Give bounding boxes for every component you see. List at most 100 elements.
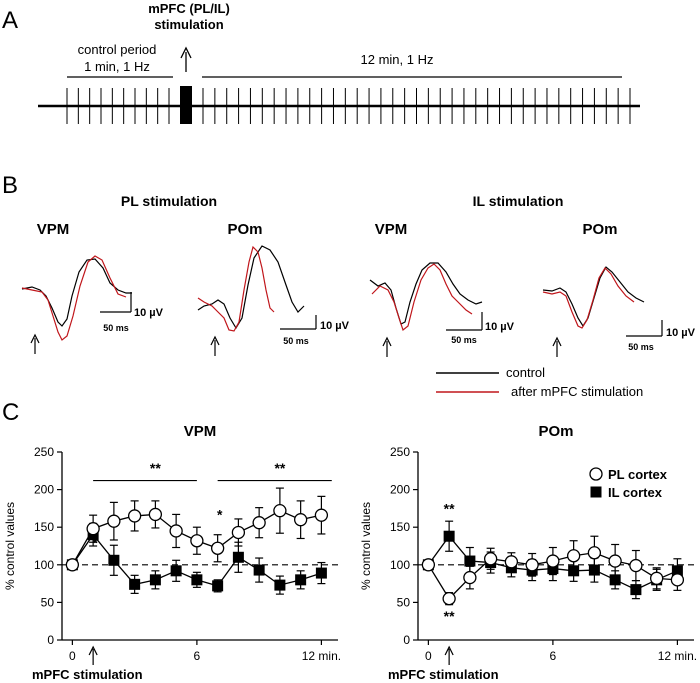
x-tick-label: 0 [425, 649, 432, 663]
legend-label: IL cortex [608, 485, 663, 500]
stim-title-line1: mPFC (PL/IL) [148, 1, 230, 16]
trace-pl-pom: POm 10 µV 50 ms [197, 221, 350, 356]
data-point-circle [566, 549, 581, 563]
data-point-square [295, 574, 307, 586]
stim-arrow [382, 336, 392, 357]
group-title-il: IL stimulation [473, 193, 564, 209]
x-tick-label: 6 [550, 649, 557, 663]
data-point-circle [65, 558, 80, 572]
legend-marker-circle [589, 467, 603, 481]
data-point-circle [525, 558, 539, 572]
data-point-circle [649, 571, 664, 585]
data-point-circle [293, 513, 308, 527]
data-point-circle [587, 546, 602, 560]
chart-pom: POm 0 50 100 150 200 250 0 6 12 min. % control val… [359, 423, 697, 682]
data-point-square [609, 574, 621, 586]
data-point-circle [629, 558, 643, 573]
data-point-circle [190, 534, 204, 548]
stim-title-line2: stimulation [154, 17, 223, 32]
data-point-circle [463, 570, 477, 585]
stim-arrow [552, 336, 562, 357]
panel-label-a: A [2, 7, 18, 34]
x-axis-label: mPFC stimulation [388, 667, 499, 682]
control-trace [21, 258, 132, 327]
data-point-circle [421, 558, 436, 572]
x-tick-label: 0 [69, 649, 76, 663]
x-axis-label: mPFC stimulation [32, 667, 143, 682]
stim-arrow-icon [444, 645, 454, 656]
data-point-circle [442, 591, 456, 606]
data-point-square [630, 584, 642, 596]
scale-time-label: 50 ms [451, 335, 477, 345]
scale-amp-label: 10 µV [666, 327, 696, 339]
significance-mark: ** [444, 608, 455, 624]
trace-label: POm [582, 221, 617, 238]
stim-arrow-icon [88, 645, 98, 656]
y-tick-label: 0 [403, 633, 410, 647]
trace-label: VPM [37, 221, 70, 238]
data-point-square [274, 579, 286, 591]
data-point-circle [231, 525, 246, 540]
y-tick-label: 200 [34, 483, 54, 497]
trace-legend: control after mPFC stimulation [436, 365, 643, 399]
data-point-circle [210, 541, 225, 555]
chart-title: POm [538, 423, 573, 440]
stim-arrow-a [180, 46, 192, 72]
legend-label: PL cortex [608, 467, 668, 482]
significance-mark: * [92, 535, 98, 551]
data-point-circle [107, 514, 121, 528]
x-tick-label: 12 min. [302, 649, 341, 663]
trace-pl-vpm: VPM 10 µV 50 ms [21, 221, 164, 354]
timeline-ticks [66, 88, 631, 124]
data-point-circle [546, 554, 560, 568]
y-tick-label: 0 [47, 633, 54, 647]
data-point-square [108, 554, 120, 566]
significance-mark: * [217, 507, 223, 523]
legend-marker-square [590, 486, 602, 498]
scale-time-label: 50 ms [283, 336, 309, 346]
data-point-square [149, 574, 161, 586]
data-point-circle [148, 507, 163, 522]
trace-il-pom: POm 10 µV 50 ms [542, 221, 696, 357]
control-rate-label: 1 min, 1 Hz [84, 59, 150, 74]
control-trace [369, 262, 483, 325]
panel-label-c: C [2, 399, 19, 426]
stim-arrow [30, 333, 40, 354]
scale-time-label: 50 ms [103, 323, 129, 333]
post-period-label: 12 min, 1 Hz [361, 52, 434, 67]
scale-amp-label: 10 µV [134, 307, 164, 319]
after-stim-trace [197, 245, 275, 332]
scale-amp-label: 10 µV [320, 320, 350, 332]
trace-il-vpm: VPM 10 µV 50 ms [369, 221, 515, 357]
chart-title: VPM [184, 423, 217, 440]
chart-vpm: VPM 0 50 100 150 200 250 0 6 12 min. % control val… [3, 423, 341, 682]
data-point-circle [314, 508, 329, 522]
data-point-circle [504, 555, 519, 569]
y-axis-label: % control values [3, 502, 17, 590]
scale-amp-label: 10 µV [485, 321, 515, 333]
y-tick-label: 50 [397, 595, 411, 609]
after-stim-trace [371, 263, 473, 332]
group-title-pl: PL stimulation [121, 193, 217, 209]
stim-arrow [210, 335, 220, 356]
legend-label-after: after mPFC stimulation [511, 384, 643, 399]
significance-mark: ** [444, 501, 455, 517]
data-point-square [464, 555, 476, 567]
control-trace [197, 245, 305, 330]
panel-label-b: B [2, 172, 18, 199]
legend-label-control: control [506, 365, 545, 380]
data-point-square [588, 564, 600, 576]
scale-time-label: 50 ms [628, 342, 654, 352]
y-tick-label: 200 [390, 483, 410, 497]
after-stim-trace [542, 267, 635, 329]
significance-mark: ** [150, 460, 161, 476]
data-point-circle [86, 522, 100, 536]
y-tick-label: 100 [34, 558, 54, 572]
data-point-circle [670, 573, 685, 587]
data-point-square [170, 565, 182, 577]
data-point-square [443, 530, 455, 542]
data-point-circle [608, 554, 622, 568]
data-point-square [191, 574, 203, 586]
data-point-circle [273, 504, 287, 518]
